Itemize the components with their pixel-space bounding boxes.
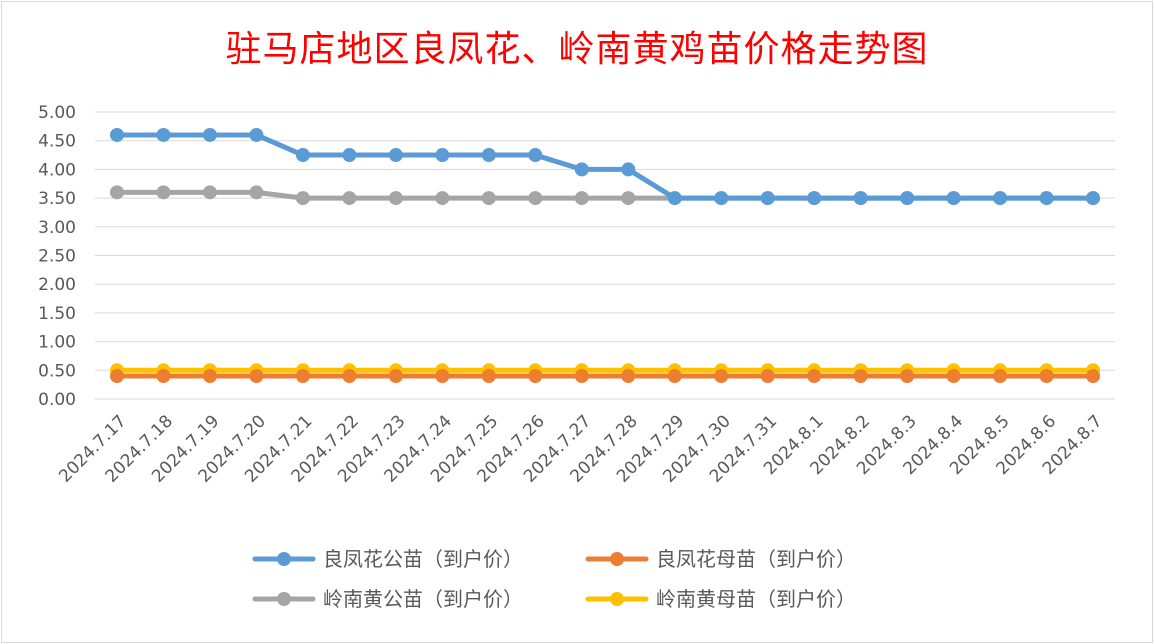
data-point xyxy=(435,191,450,206)
legend-swatch-marker xyxy=(277,552,291,566)
y-tick-label: 4.00 xyxy=(38,160,76,180)
data-point xyxy=(528,369,543,384)
data-point xyxy=(110,369,124,384)
legend-label: 良凤花公苗（到户价） xyxy=(323,547,523,571)
data-point xyxy=(249,369,264,384)
data-point xyxy=(946,369,961,384)
data-point xyxy=(946,191,961,206)
data-point xyxy=(110,185,124,200)
data-point xyxy=(714,191,729,206)
data-point xyxy=(667,369,682,384)
data-point xyxy=(807,369,822,384)
y-tick-label: 3.00 xyxy=(38,218,76,238)
y-tick-label: 1.50 xyxy=(38,304,76,324)
y-tick-label: 5.00 xyxy=(38,103,76,123)
data-point xyxy=(574,162,589,177)
data-point xyxy=(900,369,915,384)
data-point xyxy=(853,191,868,206)
data-point xyxy=(574,191,589,206)
data-point xyxy=(481,369,496,384)
y-tick-label: 3.50 xyxy=(38,189,76,209)
data-point xyxy=(295,148,310,163)
y-tick-label: 2.50 xyxy=(38,247,76,267)
data-point xyxy=(110,127,124,142)
data-point xyxy=(295,191,310,206)
data-point xyxy=(574,369,589,384)
data-point xyxy=(435,369,450,384)
data-point xyxy=(156,127,171,142)
data-point xyxy=(202,185,217,200)
data-point xyxy=(900,191,915,206)
legend-swatch-marker xyxy=(610,552,624,566)
data-point xyxy=(621,369,636,384)
legend-label: 良凤花母苗（到户价） xyxy=(656,547,856,571)
y-tick-label: 2.00 xyxy=(38,275,76,295)
data-point xyxy=(667,191,682,206)
data-point xyxy=(528,191,543,206)
data-point xyxy=(481,191,496,206)
data-point xyxy=(249,185,264,200)
data-point xyxy=(342,191,357,206)
data-point xyxy=(249,127,264,142)
legend-label: 岭南黄公苗（到户价） xyxy=(323,587,523,611)
y-axis-ticks: 0.00 0.50 1.00 1.50 2.00 2.50 3.00 3.50 4.00 4.50… xyxy=(38,103,76,410)
data-point xyxy=(853,369,868,384)
data-point xyxy=(1039,191,1054,206)
data-point xyxy=(993,191,1008,206)
data-point xyxy=(481,148,496,163)
data-point xyxy=(156,369,171,384)
data-point xyxy=(528,148,543,163)
legend-item: 良凤花公苗（到户价） xyxy=(252,547,523,571)
data-point xyxy=(993,369,1008,384)
y-tick-label: 1.00 xyxy=(38,333,76,353)
y-tick-label: 4.50 xyxy=(38,132,76,152)
data-point xyxy=(1039,369,1054,384)
legend-item: 岭南黄母苗（到户价） xyxy=(585,587,856,611)
data-point xyxy=(760,191,775,206)
data-point xyxy=(202,127,217,142)
series-1 xyxy=(110,369,1101,384)
data-point xyxy=(1086,191,1101,206)
data-point xyxy=(760,369,775,384)
legend: 良凤花公苗（到户价） 良凤花母苗（到户价） 岭南黄公苗（到户价） 岭南黄母苗（到户价） xyxy=(252,547,856,611)
data-point xyxy=(621,191,636,206)
gridlines xyxy=(95,111,1115,400)
data-point xyxy=(295,369,310,384)
legend-item: 岭南黄公苗（到户价） xyxy=(252,587,523,611)
data-point xyxy=(621,162,636,177)
series-line xyxy=(114,132,1096,201)
series-layer xyxy=(110,127,1101,384)
data-point xyxy=(435,148,450,163)
legend-label: 岭南黄母苗（到户价） xyxy=(656,587,856,611)
legend-item: 良凤花母苗（到户价） xyxy=(585,547,856,571)
legend-swatch-marker xyxy=(277,592,291,606)
y-tick-label: 0.50 xyxy=(38,361,76,381)
series-0 xyxy=(110,127,1101,206)
data-point xyxy=(156,185,171,200)
data-point xyxy=(388,148,403,163)
data-point xyxy=(1086,369,1101,384)
legend-swatch-marker xyxy=(610,592,624,606)
chart-title: 驻马店地区良凤花、岭南黄鸡苗价格走势图 xyxy=(225,29,929,70)
data-point xyxy=(342,369,357,384)
data-point xyxy=(714,369,729,384)
x-axis-ticks: 2024.7.172024.7.182024.7.192024.7.202024… xyxy=(55,411,1106,486)
data-point xyxy=(388,191,403,206)
data-point xyxy=(807,191,822,206)
y-tick-label: 0.00 xyxy=(38,390,76,410)
data-point xyxy=(202,369,217,384)
data-point xyxy=(388,369,403,384)
data-point xyxy=(342,148,357,163)
